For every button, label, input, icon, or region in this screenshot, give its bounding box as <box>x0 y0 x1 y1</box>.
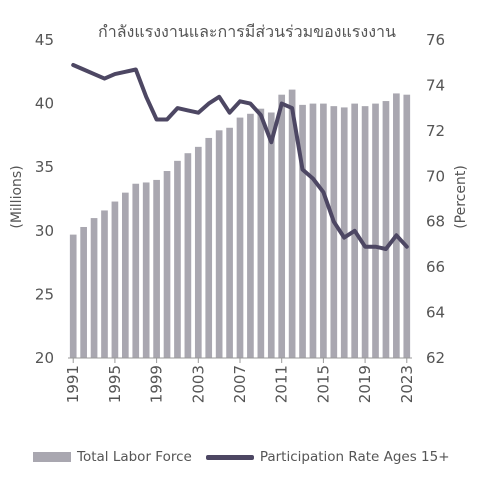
y-right-tick-label: 68 <box>426 213 445 231</box>
bar-1996 <box>121 192 129 358</box>
x-tick-label: 2011 <box>273 365 291 403</box>
y-left-tick-label: 25 <box>35 285 54 303</box>
y-right-tick-label: 66 <box>426 258 445 276</box>
legend-line-swatch <box>205 454 254 460</box>
x-tick-label: 2003 <box>189 365 207 403</box>
bar-1998 <box>142 182 150 358</box>
y-right-tick-label: 72 <box>426 122 445 140</box>
bar-2010 <box>267 112 275 358</box>
bar-2007 <box>236 117 244 358</box>
bar-2015 <box>320 103 327 358</box>
y-right-tick-label: 70 <box>426 167 445 185</box>
bar-1993 <box>90 218 98 358</box>
bar-2008 <box>247 113 254 358</box>
bar-1991 <box>69 234 77 358</box>
legend-bar-swatch <box>33 452 71 462</box>
y-left-tick-label: 45 <box>35 31 54 49</box>
y-right-tick-label: 64 <box>426 304 445 322</box>
bar-2014 <box>309 103 317 358</box>
y-left-tick-label: 40 <box>35 95 54 113</box>
x-tick-label: 2015 <box>314 365 332 403</box>
bar-2016 <box>330 106 338 358</box>
ticks-layer: 20 25 30 35 40 45 62 64 66 68 70 72 74 76 1991 1995 1999… <box>35 31 445 403</box>
bar-2004 <box>205 137 213 358</box>
bar-2020 <box>372 103 379 358</box>
y-left-tick-label: 35 <box>35 158 54 176</box>
y-axis-right-title: (Percent) <box>453 165 469 229</box>
y-right-tick-label: 74 <box>426 76 445 94</box>
y-right-tick-label: 62 <box>426 349 445 367</box>
bar-2023 <box>403 94 411 359</box>
bar-1997 <box>132 183 140 358</box>
y-left-tick-label: 30 <box>35 222 54 240</box>
bar-2009 <box>257 108 265 358</box>
bar-2000 <box>163 171 171 358</box>
bar-2001 <box>174 160 181 358</box>
bar-2022 <box>393 93 400 358</box>
x-tick-label: 1995 <box>106 365 124 403</box>
y-axis-left-title: (Millions) <box>9 165 25 228</box>
legend-bar-label: Total Labor Force <box>77 449 192 465</box>
bar-1995 <box>111 201 119 358</box>
bar-1992 <box>80 226 87 358</box>
bar-2011 <box>278 94 286 359</box>
legend-line-label: Participation Rate Ages 15+ <box>259 449 450 465</box>
x-tick-label: 2023 <box>398 365 416 403</box>
y-left-tick-label: 20 <box>35 349 54 367</box>
bar-2012 <box>288 89 296 358</box>
bar-2017 <box>340 107 348 358</box>
bar-2003 <box>194 146 202 358</box>
line-layer <box>71 63 409 251</box>
y-right-tick-label: 76 <box>426 31 445 49</box>
bar-2005 <box>215 130 223 358</box>
bar-1999 <box>153 179 160 358</box>
x-tick-label: 2007 <box>231 365 249 403</box>
bar-2013 <box>299 104 306 358</box>
bar-2006 <box>226 127 233 358</box>
x-tick-label: 1999 <box>148 365 166 403</box>
bar-2002 <box>184 153 192 358</box>
bar-1994 <box>101 210 108 358</box>
bar-2019 <box>361 106 369 358</box>
x-tick-label: 1991 <box>64 365 82 403</box>
participation-rate-line <box>71 63 409 251</box>
bars-layer <box>69 89 411 359</box>
chart-title: กำลังแรงงานและการมีส่วนร่วมของแรงงาน <box>98 22 396 41</box>
x-tick-label: 2019 <box>356 365 374 403</box>
legend: Total Labor Force Participation Rate Age… <box>33 449 450 465</box>
bar-2021 <box>382 101 390 358</box>
